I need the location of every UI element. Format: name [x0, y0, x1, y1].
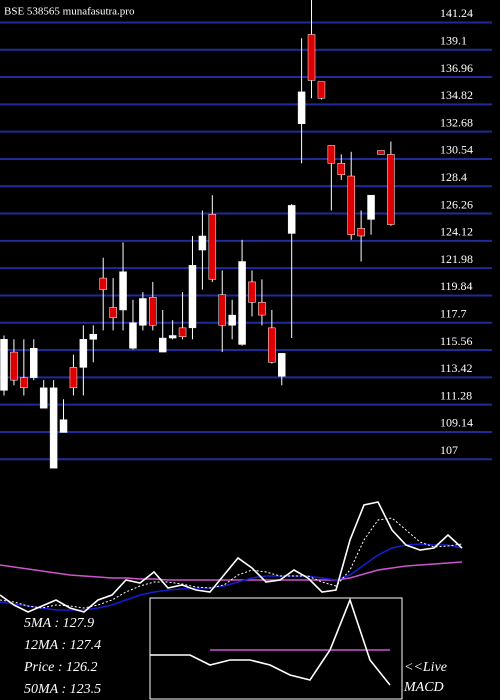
candle-body	[198, 235, 207, 251]
candle-body	[30, 348, 38, 378]
candle-body	[287, 205, 296, 234]
candle-body	[89, 333, 98, 340]
candle-body	[387, 154, 395, 225]
candle-body	[367, 194, 375, 220]
candle-body	[238, 261, 246, 345]
y-tick-label: 126.26	[440, 197, 473, 211]
y-tick-label: 109.14	[440, 416, 473, 430]
candle-body	[39, 387, 48, 409]
candle-body	[20, 377, 28, 389]
candle-body	[357, 228, 365, 237]
y-tick-label: 119.84	[440, 279, 473, 293]
y-tick-label: 128.4	[440, 170, 467, 184]
candle-body	[228, 314, 236, 326]
legend-text: 50MA : 123.5	[24, 682, 101, 697]
y-tick-label: 111.28	[440, 388, 472, 402]
legend-text: Price : 126.2	[23, 660, 97, 675]
candle-body	[149, 296, 157, 326]
legend-text: 5MA : 127.9	[24, 616, 94, 631]
macd-frame	[149, 597, 403, 700]
candle-body	[268, 327, 276, 363]
indicator-line	[0, 501, 463, 613]
candle-body	[99, 277, 107, 290]
candle-body	[307, 34, 316, 81]
candle-body	[317, 81, 326, 99]
candle-body	[139, 298, 147, 326]
candle-body	[59, 419, 68, 433]
candle-body	[377, 150, 385, 155]
chart-header: BSE 538565 munafasutra.pro	[4, 6, 135, 18]
y-tick-label: 117.7	[440, 306, 467, 320]
candle-body	[278, 353, 286, 377]
candle-body	[79, 339, 88, 368]
candle-body	[158, 337, 167, 353]
y-tick-label: 141.24	[440, 6, 473, 20]
candle-body	[218, 294, 226, 326]
candle-body	[10, 351, 18, 381]
candle-body	[0, 339, 8, 391]
candle-body	[109, 307, 117, 318]
candle-body	[69, 367, 78, 389]
candle-body	[188, 265, 197, 329]
y-tick-label: 107	[440, 443, 458, 457]
y-tick-label: 132.68	[440, 115, 473, 129]
legend-text: 12MA : 127.4	[24, 638, 101, 653]
candle-body	[178, 327, 187, 338]
y-tick-label: 124.12	[440, 225, 473, 239]
candle-body	[327, 145, 336, 164]
candle-body	[347, 175, 355, 235]
y-tick-label: 139.1	[440, 34, 467, 48]
indicator-line	[0, 543, 463, 611]
candle-body	[337, 163, 346, 176]
candle-body	[119, 271, 127, 311]
candle-body	[129, 322, 137, 349]
candle-body	[168, 335, 177, 339]
y-tick-label: 134.82	[440, 88, 473, 102]
candle-body	[248, 281, 256, 303]
indicator-line	[0, 561, 463, 581]
y-tick-label: 136.96	[440, 61, 473, 75]
candle-body	[49, 387, 58, 469]
candle-body	[208, 214, 217, 280]
y-tick-label: 113.42	[440, 361, 473, 375]
indicator-line	[150, 597, 391, 686]
candle-body	[297, 91, 306, 124]
y-tick-label: 115.56	[440, 334, 473, 348]
y-tick-label: 130.54	[440, 143, 473, 157]
candle-body	[258, 302, 266, 316]
macd-label: <<Live	[404, 660, 447, 675]
y-tick-label: 121.98	[440, 252, 473, 266]
macd-label: MACD	[403, 680, 444, 695]
